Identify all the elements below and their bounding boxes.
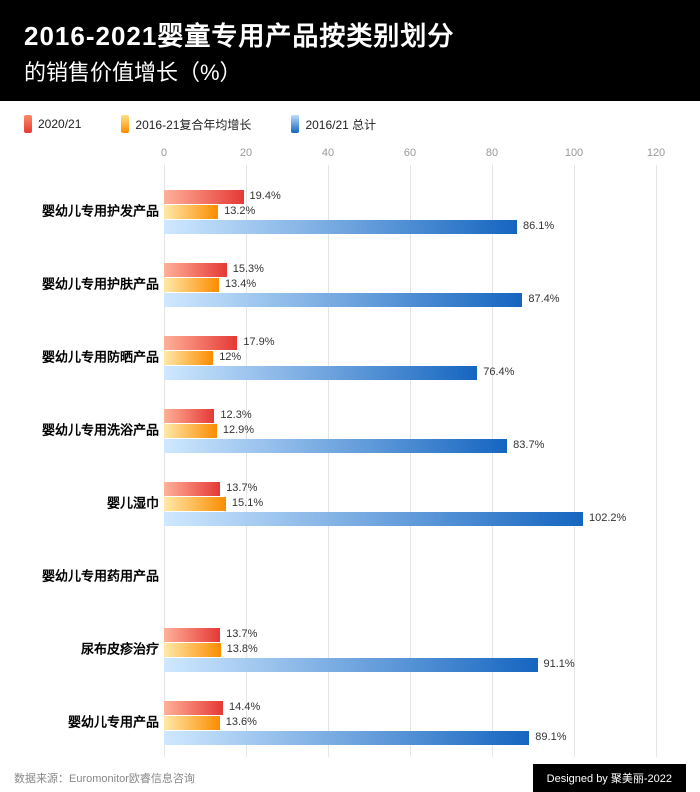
category-label: 婴幼儿专用药用产品: [24, 568, 159, 585]
legend-item-0: 2020/21: [24, 115, 81, 133]
bar-value-label: 89.1%: [535, 731, 566, 743]
x-tick: 40: [322, 147, 334, 159]
category-label: 婴幼儿专用产品: [24, 714, 159, 731]
legend-label: 2016-21复合年均增长: [135, 116, 251, 133]
category-label: 尿布皮疹治疗: [24, 641, 159, 658]
bar-s1: [164, 482, 220, 496]
x-tick: 0: [161, 147, 167, 159]
category-label: 婴幼儿专用洗浴产品: [24, 422, 159, 439]
x-tick: 80: [486, 147, 498, 159]
bar-s2: [164, 497, 226, 511]
x-tick: 100: [565, 147, 583, 159]
chart-row: 婴幼儿专用药用产品: [24, 540, 676, 613]
bar-s2: [164, 424, 217, 438]
chart-header: 2016-2021婴童专用产品按类别划分 的销售价值增长（%）: [0, 0, 700, 101]
bar-s3: [164, 512, 583, 526]
bar-value-label: 13.7%: [226, 482, 257, 494]
legend-swatch: [121, 115, 129, 133]
bar-value-label: 102.2%: [589, 512, 626, 524]
bar-s1: [164, 701, 223, 715]
bar-s3: [164, 366, 477, 380]
category-label: 婴儿湿巾: [24, 495, 159, 512]
title-line-1: 2016-2021婴童专用产品按类别划分: [24, 16, 676, 53]
legend-swatch: [291, 115, 299, 133]
x-tick: 120: [647, 147, 665, 159]
bar-s2: [164, 716, 220, 730]
bar-s2: [164, 278, 219, 292]
bar-s1: [164, 628, 220, 642]
bar-s3: [164, 731, 529, 745]
bar-s2: [164, 643, 221, 657]
bar-value-label: 12.3%: [220, 409, 251, 421]
chart-row: 婴幼儿专用洗浴产品 12.3% 12.9% 83.7%: [24, 394, 676, 467]
bar-value-label: 83.7%: [513, 439, 544, 451]
bar-value-label: 13.7%: [226, 628, 257, 640]
bar-value-label: 76.4%: [483, 366, 514, 378]
bar-value-label: 87.4%: [528, 293, 559, 305]
bar-value-label: 13.6%: [226, 716, 257, 728]
category-label: 婴幼儿专用护肤产品: [24, 276, 159, 293]
bar-s3: [164, 220, 517, 234]
chart-row: 婴儿湿巾 13.7% 15.1% 102.2%: [24, 467, 676, 540]
x-tick: 20: [240, 147, 252, 159]
bar-value-label: 19.4%: [250, 190, 281, 202]
legend-label: 2020/21: [38, 117, 81, 131]
chart-row: 婴幼儿专用产品 14.4% 13.6% 89.1%: [24, 686, 676, 759]
legend-item-1: 2016-21复合年均增长: [121, 115, 251, 133]
chart-row: 婴幼儿专用防晒产品 17.9%12% 76.4%: [24, 321, 676, 394]
chart-area: 0 20 40 60 80 100 120 婴幼儿专用护发产品 19.4% 13.2% 86.1%…: [24, 145, 676, 757]
legend-swatch: [24, 115, 32, 133]
chart-row: 婴幼儿专用护发产品 19.4% 13.2% 86.1%: [24, 175, 676, 248]
category-label: 婴幼儿专用护发产品: [24, 203, 159, 220]
category-label: 婴幼儿专用防晒产品: [24, 349, 159, 366]
bar-s3: [164, 439, 507, 453]
bar-value-label: 13.4%: [225, 278, 256, 290]
legend: 2020/21 2016-21复合年均增长 2016/21 总计: [0, 101, 700, 137]
bar-value-label: 12%: [219, 351, 241, 363]
x-tick: 60: [404, 147, 416, 159]
bar-value-label: 13.2%: [224, 205, 255, 217]
bar-value-label: 86.1%: [523, 220, 554, 232]
bar-value-label: 91.1%: [544, 658, 575, 670]
legend-item-2: 2016/21 总计: [291, 115, 376, 133]
data-source: 数据来源：Euromonitor欧睿信息咨询: [14, 770, 195, 786]
bar-value-label: 15.3%: [233, 263, 264, 275]
chart-row: 婴幼儿专用护肤产品 15.3% 13.4% 87.4%: [24, 248, 676, 321]
bar-s3: [164, 658, 538, 672]
bar-s1: [164, 336, 237, 350]
designer-credit: Designed by 聚美丽-2022: [533, 764, 686, 792]
bar-value-label: 14.4%: [229, 701, 260, 713]
bar-s1: [164, 409, 214, 423]
bar-value-label: 17.9%: [243, 336, 274, 348]
chart-row: 尿布皮疹治疗 13.7% 13.8% 91.1%: [24, 613, 676, 686]
legend-label: 2016/21 总计: [305, 116, 376, 133]
bar-s2: [164, 351, 213, 365]
bar-s1: [164, 263, 227, 277]
bar-value-label: 12.9%: [223, 424, 254, 436]
title-line-2: 的销售价值增长（%）: [24, 55, 676, 87]
footer: 数据来源：Euromonitor欧睿信息咨询 Designed by 聚美丽-2…: [0, 764, 700, 792]
bar-value-label: 15.1%: [232, 497, 263, 509]
bar-value-label: 13.8%: [227, 643, 258, 655]
bar-s2: [164, 205, 218, 219]
bar-s3: [164, 293, 522, 307]
bar-s1: [164, 190, 244, 204]
